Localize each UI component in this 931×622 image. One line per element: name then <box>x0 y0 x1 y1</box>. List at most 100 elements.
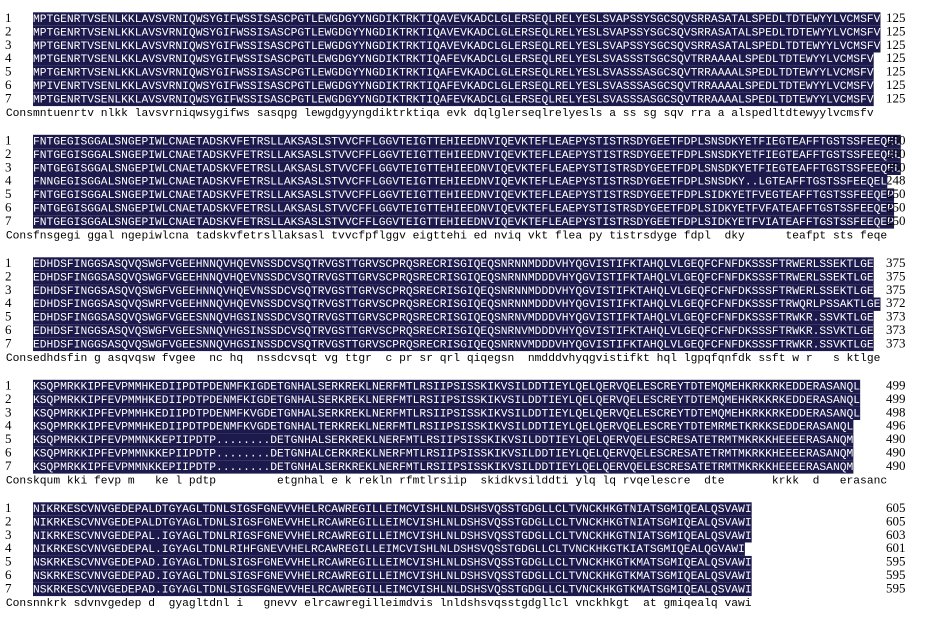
sequence: NSKRKESCVNVGEDEPAD.IGYAGLTDNLSIGSFGNEVVH… <box>33 571 752 583</box>
sequence-background <box>33 446 854 461</box>
row-label: 3 <box>5 527 12 542</box>
row-end-number: 125 <box>886 37 906 52</box>
sequence: NIKRKESCVNVGEDEPALDTGYAGLTDNLSIGSFGNEVVH… <box>33 517 752 529</box>
sequence: EDHDSFINGGSASQVQSWGFVGEESNNQVHGSINSSDCVS… <box>33 339 874 351</box>
sequence-background <box>33 310 874 325</box>
sequence: NSKRKESCVNVGEDEPAD.IGYAGLTDNLSIGSFGNEVVH… <box>33 558 752 570</box>
sequence: MPIVENRTVSENLKKLAVSVRNIQWSYGIFWSSISASCPG… <box>33 81 874 93</box>
sequence: NIKRKESCVNVGEDEPAL.IGYAGLTDNLRIHFGNEVVHE… <box>33 544 745 556</box>
row-label: 5 <box>5 309 12 324</box>
row-label: 2 <box>5 23 12 38</box>
sequence-background <box>33 148 901 162</box>
sequence: KSQPMRKKIPFEVPMMHKEDIIPDTPDENMFKIGDETGNH… <box>33 395 860 407</box>
sequence-background <box>33 39 881 53</box>
sequence-background <box>33 215 895 229</box>
sequence-background <box>33 502 752 516</box>
row-label: 1 <box>5 132 12 147</box>
row-end-number: 373 <box>886 335 906 350</box>
row-label: 4 <box>5 540 12 555</box>
sequence-background <box>33 460 854 474</box>
row-end-number: 125 <box>886 10 906 25</box>
row-end-number: 498 <box>886 404 906 419</box>
sequence-background <box>33 529 752 543</box>
sequence-background <box>33 582 752 597</box>
row-label: 4 <box>5 173 12 188</box>
row-end-number: 375 <box>886 282 906 297</box>
row-label: 2 <box>5 268 12 283</box>
row-end-number: 125 <box>886 77 906 92</box>
row-label: 5 <box>5 554 12 569</box>
consensus: Conskqum kki fevp m ke l pdtp etgnhal e … <box>6 475 887 487</box>
sequence: KSQPMRKKIPFEVPMMHKEDIIPDTPDENMFKVGDETGNH… <box>33 408 860 420</box>
row-label: 3 <box>5 159 12 174</box>
sequence-background <box>33 201 895 216</box>
row-label: 1 <box>5 500 12 515</box>
sequence-background <box>33 257 874 271</box>
row-label: 3 <box>5 282 12 297</box>
row-end-number: 375 <box>886 268 906 283</box>
row-end-number: 499 <box>886 377 906 392</box>
sequence: KSQPMRKKIPFEVPMMNKKEPIIPDTP........DETGN… <box>33 435 854 447</box>
sequence-background <box>33 569 752 583</box>
sequence: MPTGENRTVSENLKKLAVSVRNIQWSYGIFWSSISASCPG… <box>33 68 874 80</box>
row-label: 4 <box>5 418 12 433</box>
sequence: EDHDSFINGGSASQVQSWRFVGEEHNNQVHQEVNSSDCVS… <box>33 299 881 311</box>
row-end-number: 603 <box>886 527 906 542</box>
row-end-number: 490 <box>886 458 906 473</box>
row-end-number: 601 <box>886 540 906 555</box>
row-end-number: 605 <box>886 500 906 515</box>
row-end-number: 373 <box>886 309 906 324</box>
sequence-background <box>33 515 752 530</box>
row-label: 2 <box>5 146 12 161</box>
row-label: 2 <box>5 513 12 528</box>
row-end-number: 595 <box>886 554 906 569</box>
sequence: EDHDSFINGGSASQVQSWGFVGEESNNQVHGSINSSDCVS… <box>33 326 874 338</box>
row-end-number: 250 <box>886 213 906 228</box>
sequence-background <box>33 188 895 202</box>
sequence-background <box>33 406 861 420</box>
row-end-number: 490 <box>886 431 906 446</box>
sequence: MPTGENRTVSENLKKLAVSVRNIQWSYGIFWSSISASCPG… <box>33 41 881 53</box>
row-label: 6 <box>5 444 12 459</box>
row-label: 3 <box>5 404 12 419</box>
sequence-background <box>33 324 874 338</box>
sequence: NIKRKESCVNVGEDEPALDTGYAGLTDNLSIGSFGNEVVH… <box>33 504 752 516</box>
row-label: 7 <box>5 90 12 105</box>
sequence: MPTGENRTVSENLKKLAVSVRNIQWSYGIFWSSISASCPG… <box>33 27 881 39</box>
row-label: 7 <box>5 213 12 228</box>
sequence: EDHDSFINGGSASQVQSWGFVGEEHNNQVHQEVNSSDCVS… <box>33 286 874 298</box>
row-label: 1 <box>5 10 12 25</box>
row-label: 5 <box>5 431 12 446</box>
row-end-number: 372 <box>886 295 906 310</box>
sequence: FNTGEGISGGALSNGEPIWLCNAETADSKVFETRSLLAKS… <box>33 203 894 215</box>
sequence-background <box>33 297 881 311</box>
sequence: MPTGENRTVSENLKKLAVSVRNIQWSYGIFWSSISASCPG… <box>33 54 874 66</box>
row-end-number: 250 <box>886 132 906 147</box>
row-end-number: 373 <box>886 322 906 337</box>
sequence: KSQPMRKKIPFEVPMMHKEDIIPDTPDENMFKIGDETGNH… <box>33 381 860 393</box>
sequence-background <box>33 337 874 352</box>
sequence: EDHDSFINGGSASQVQSWGFVGEEHNNQVHQEVNSSDCVS… <box>33 272 874 284</box>
sequence: FNTGEGISGGALSNGEPIWLCNAETADSKVFETRSLLAKS… <box>33 217 894 229</box>
sequence-background <box>33 393 861 407</box>
row-end-number: 125 <box>886 23 906 38</box>
sequence-background <box>33 134 901 149</box>
sequence: KSQPMRKKIPFEVPMMNKKEPIIPDTP........DETGN… <box>33 462 854 474</box>
sequence: NSKRKESCVNVGEDEPAD.IGYAGLTDNLSIGSFGNEVVH… <box>33 584 752 596</box>
sequence-background <box>33 555 752 570</box>
row-end-number: 125 <box>886 64 906 79</box>
sequence: NIKRKESCVNVGEDEPAL.IGYAGLTDNLRIGSFGNEVVH… <box>33 531 752 543</box>
sequence: FNTGEGISGGALSNGEPIWLCNAETADSKVFETRSLLAKS… <box>33 163 901 175</box>
row-label: 1 <box>5 377 12 392</box>
row-end-number: 595 <box>886 580 906 595</box>
sequence: MPTGENRTVSENLKKLAVSVRNIQWSYGIFWSSISASCPG… <box>33 94 874 106</box>
sequence-background <box>33 542 745 556</box>
row-label: 5 <box>5 64 12 79</box>
sequence-background <box>33 175 888 189</box>
row-end-number: 250 <box>886 146 906 161</box>
row-end-number: 248 <box>886 173 906 188</box>
sequence: MPTGENRTVSENLKKLAVSVRNIQWSYGIFWSSISASCPG… <box>33 14 881 26</box>
row-end-number: 125 <box>886 90 906 105</box>
